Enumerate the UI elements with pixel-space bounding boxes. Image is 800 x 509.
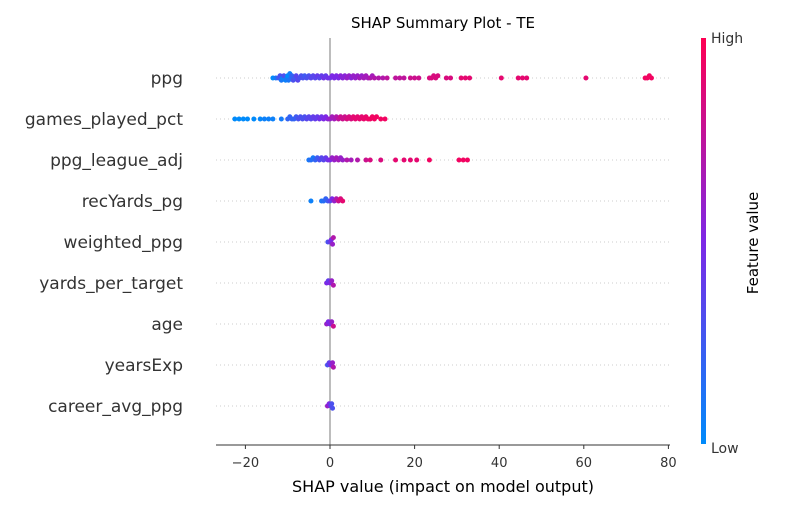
- x-tick-label: 60: [576, 456, 593, 471]
- shap-point-ppg: [412, 75, 418, 81]
- shap-point-recYards_pg: [340, 198, 346, 204]
- shap-point-games_played_pct: [261, 116, 267, 122]
- shap-point-ppg_league_adj: [460, 157, 466, 163]
- shap-point-games_played_pct: [245, 116, 251, 122]
- shap-point-ppg: [397, 75, 403, 81]
- shap-point-ppg: [401, 75, 407, 81]
- feature-label-age: age: [151, 315, 183, 335]
- feature-label-games_played_pct: games_played_pct: [25, 110, 183, 130]
- shap-point-ppg: [519, 75, 525, 81]
- shap-point-ppg: [467, 75, 473, 81]
- chart-title: SHAP Summary Plot - TE: [351, 14, 535, 32]
- row-guides: [216, 77, 670, 407]
- shap-point-yearsExp: [330, 364, 336, 370]
- feature-label-yearsExp: yearsExp: [105, 356, 183, 376]
- shap-point-ppg: [393, 75, 399, 81]
- x-tick-label: −20: [232, 456, 259, 471]
- shap-point-career_avg_ppg: [329, 401, 335, 407]
- x-tick-label: 80: [660, 456, 677, 471]
- feature-label-ppg_league_adj: ppg_league_adj: [50, 151, 183, 171]
- shap-point-ppg: [458, 75, 464, 81]
- shap-point-ppg_league_adj: [378, 157, 384, 163]
- x-tick-label: 0: [326, 456, 334, 471]
- shap-point-games_played_pct: [232, 116, 238, 122]
- shap-point-ppg_league_adj: [414, 157, 420, 163]
- shap-point-ppg_league_adj: [367, 157, 373, 163]
- shap-point-ppg: [648, 75, 654, 81]
- feature-label-career_avg_ppg: career_avg_ppg: [48, 397, 183, 417]
- shap-point-weighted_ppg: [330, 241, 336, 247]
- shap-point-games_played_pct: [378, 116, 384, 122]
- feature-labels: ppg games_played_pct ppg_league_adj recYard…: [25, 69, 183, 417]
- shap-point-games_played_pct: [251, 116, 257, 122]
- shap-point-games_played_pct: [240, 116, 246, 122]
- shap-point-ppg: [583, 75, 589, 81]
- shap-point-yards_per_target: [330, 282, 336, 288]
- shap-point-games_played_pct: [266, 116, 272, 122]
- shap-point-ppg: [380, 75, 386, 81]
- x-axis-ticks: −20 0 20 40 60 80: [232, 445, 677, 471]
- shap-point-games_played_pct: [270, 116, 276, 122]
- shap-point-ppg: [376, 75, 382, 81]
- shap-point-games_played_pct: [278, 116, 284, 122]
- shap-point-ppg_league_adj: [464, 157, 470, 163]
- shap-point-ppg_league_adj: [407, 157, 413, 163]
- feature-label-weighted_ppg: weighted_ppg: [64, 233, 183, 253]
- shap-point-ppg: [462, 75, 468, 81]
- shap-point-ppg_league_adj: [354, 157, 360, 163]
- shap-point-ppg_league_adj: [363, 157, 369, 163]
- shap-point-ppg: [498, 75, 504, 81]
- shap-point-ppg_league_adj: [348, 157, 354, 163]
- shap-point-age: [330, 323, 336, 329]
- shap-point-ppg_league_adj: [393, 157, 399, 163]
- colorbar-high-label: High: [711, 31, 743, 47]
- shap-point-career_avg_ppg: [330, 405, 336, 411]
- shap-point-ppg_league_adj: [340, 157, 346, 163]
- shap-point-ppg: [435, 73, 441, 79]
- shap-point-yearsExp: [330, 360, 336, 366]
- shap-point-ppg: [524, 75, 530, 81]
- shap-points: [232, 71, 654, 411]
- shap-point-games_played_pct: [382, 116, 388, 122]
- shap-point-ppg: [515, 75, 521, 81]
- shap-point-ppg: [371, 75, 377, 81]
- shap-point-games_played_pct: [374, 114, 380, 120]
- x-axis-label: SHAP value (impact on model output): [292, 477, 594, 496]
- shap-point-games_played_pct: [236, 116, 242, 122]
- x-tick-label: 20: [406, 456, 423, 471]
- colorbar-low-label: Low: [711, 441, 739, 457]
- colorbar-title: Feature value: [744, 192, 762, 294]
- shap-point-ppg: [448, 75, 454, 81]
- colorbar: [701, 38, 706, 444]
- feature-label-recYards_pg: recYards_pg: [82, 192, 183, 212]
- shap-point-yards_per_target: [329, 278, 335, 284]
- shap-point-weighted_ppg: [330, 235, 336, 241]
- shap-point-recYards_pg: [308, 198, 314, 204]
- shap-point-ppg: [407, 75, 413, 81]
- shap-point-ppg: [443, 75, 449, 81]
- shap-point-age: [329, 319, 335, 325]
- shap-point-ppg_league_adj: [401, 157, 407, 163]
- shap-point-ppg_league_adj: [426, 157, 432, 163]
- shap-point-ppg_league_adj: [344, 157, 350, 163]
- shap-point-games_played_pct: [257, 116, 263, 122]
- shap-point-ppg: [416, 75, 422, 81]
- x-tick-label: 40: [491, 456, 508, 471]
- feature-label-yards_per_target: yards_per_target: [39, 274, 183, 294]
- feature-label-ppg: ppg: [151, 69, 183, 89]
- shap-point-ppg_league_adj: [456, 157, 462, 163]
- shap-point-ppg: [384, 75, 390, 81]
